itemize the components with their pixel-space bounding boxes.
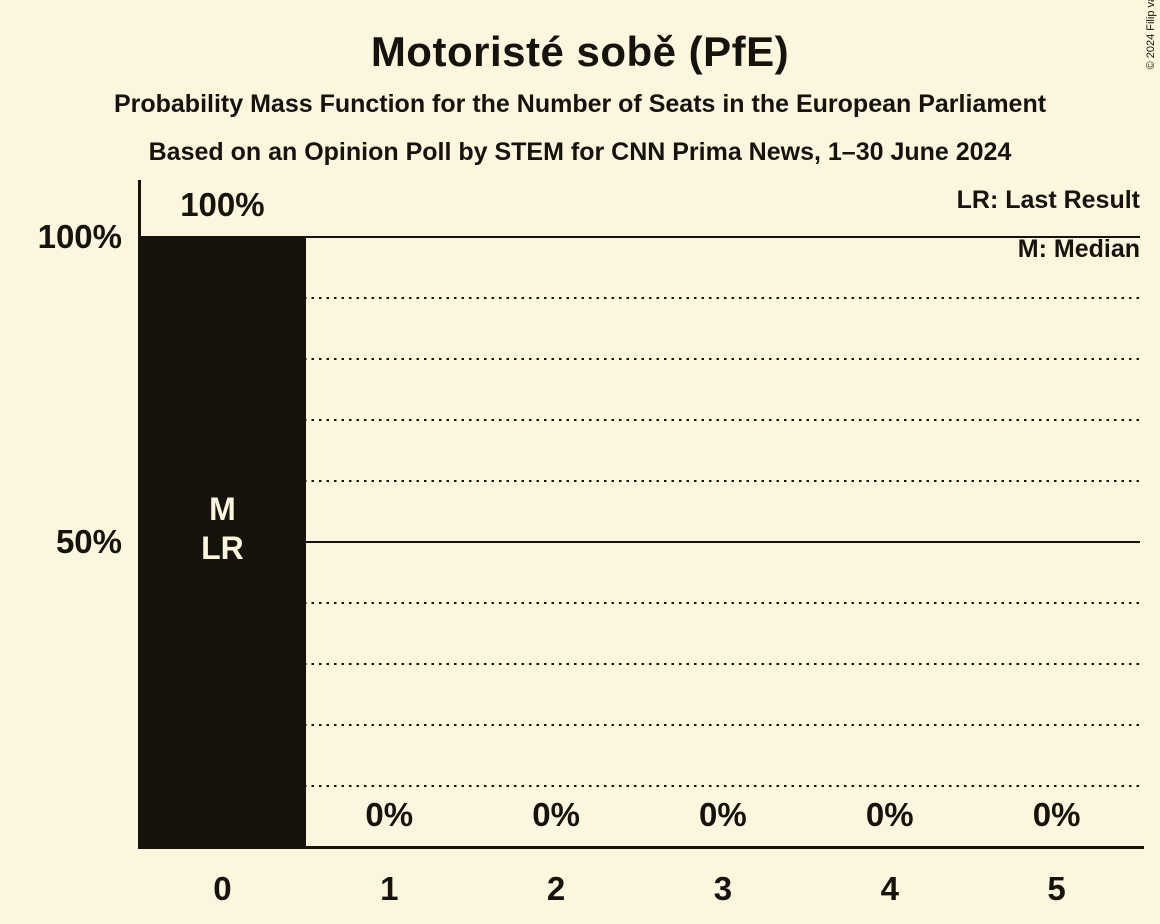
x-tick-label-0: 0 xyxy=(213,870,232,907)
x-tick-label-3: 3 xyxy=(713,870,733,907)
legend-median: M: Median xyxy=(1017,235,1140,263)
x-tick-label-2: 2 xyxy=(546,870,566,907)
gridline-solid-50 xyxy=(139,541,1140,543)
chart-source-line: Based on an Opinion Poll by STEM for CNN… xyxy=(148,138,1012,166)
x-tick-label-4: 4 xyxy=(880,870,899,907)
bar-value-label-0: 100% xyxy=(180,186,265,223)
bar-value-label-3: 0% xyxy=(699,796,747,833)
bar-value-label-4: 0% xyxy=(865,796,914,833)
gridline-dotted-20 xyxy=(139,724,1140,726)
gridline-dotted-40 xyxy=(139,602,1140,604)
x-axis-line xyxy=(138,846,1144,849)
x-tick-label-1: 1 xyxy=(380,870,399,907)
x-tick-label-5: 5 xyxy=(1047,870,1066,907)
bar-value-label-2: 0% xyxy=(532,796,580,833)
chart-title: Motoristé sobě (PfE) xyxy=(370,28,790,75)
y-axis-line xyxy=(138,180,141,849)
gridline-dotted-80 xyxy=(139,358,1140,360)
y-tick-label-50%: 50% xyxy=(55,523,122,560)
median-last-result-marker: M LR xyxy=(201,491,244,566)
bar-seats-0 xyxy=(141,237,306,847)
gridline-dotted-90 xyxy=(139,297,1140,299)
bar-value-label-5: 0% xyxy=(1032,796,1081,833)
gridline-dotted-60 xyxy=(139,480,1140,482)
gridline-dotted-10 xyxy=(139,785,1140,787)
y-tick-label-100%: 100% xyxy=(37,218,122,255)
gridline-solid-100 xyxy=(139,236,1140,238)
gridline-dotted-70 xyxy=(139,419,1140,421)
legend-last-result: LR: Last Result xyxy=(956,186,1140,214)
chart-subtitle: Probability Mass Function for the Number… xyxy=(113,90,1047,118)
bar-value-label-1: 0% xyxy=(365,796,414,833)
gridline-dotted-30 xyxy=(139,663,1140,665)
